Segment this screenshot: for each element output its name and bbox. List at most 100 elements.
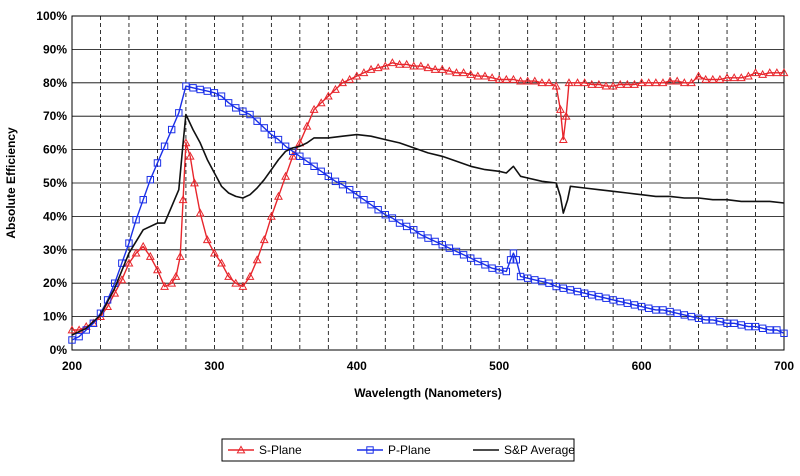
y-tick-label: 0% — [50, 343, 68, 357]
y-axis-tick-labels: 0% 10% 20% 30% 40% 50% 60% 70% 80% 90% 100% — [36, 9, 67, 357]
x-tick-label: 600 — [632, 359, 652, 373]
p-plane-point — [630, 301, 639, 309]
s-plane-point — [160, 281, 170, 290]
p-plane-point — [345, 185, 354, 194]
p-plane-point — [353, 190, 361, 199]
p-plane-point — [445, 244, 454, 252]
s-plane-point — [224, 271, 234, 280]
p-plane-point — [388, 214, 397, 222]
p-plane-point — [694, 314, 703, 322]
p-plane-point — [417, 231, 425, 239]
s-plane-point — [145, 251, 155, 260]
s-plane-point — [302, 121, 312, 130]
s-plane-point — [679, 78, 689, 87]
legend-label: S&P Average — [504, 443, 575, 457]
s-plane-point — [494, 74, 504, 83]
s-plane-point — [622, 79, 632, 88]
s-plane-point — [266, 211, 276, 220]
p-plane-point — [552, 282, 560, 291]
p-plane-point — [217, 92, 226, 100]
p-plane-point — [89, 319, 98, 327]
s-plane-point — [686, 78, 696, 87]
s-plane-point — [530, 76, 540, 85]
s-plane-point — [608, 81, 618, 90]
s-plane-point — [359, 68, 369, 77]
y-tick-label: 90% — [43, 42, 67, 56]
s-plane-point — [601, 81, 611, 90]
p-plane-point — [153, 159, 162, 167]
s-plane-point — [195, 208, 205, 217]
y-tick-label: 80% — [43, 76, 67, 90]
s-plane-point — [516, 76, 526, 85]
plot-border — [71, 15, 785, 351]
s-plane-point — [387, 58, 397, 67]
s-plane-point — [751, 68, 760, 77]
p-plane-point — [438, 241, 446, 249]
p-plane-point — [566, 286, 575, 294]
p-plane-point — [146, 175, 155, 184]
s-plane-point — [209, 248, 219, 257]
s-plane-point — [181, 138, 191, 147]
s-plane-point — [644, 78, 654, 87]
legend-label: S-Plane — [259, 443, 302, 457]
p-plane-point — [182, 82, 190, 90]
p-plane-point — [709, 316, 717, 324]
p-plane-point — [758, 324, 767, 332]
p-plane-point — [637, 302, 646, 311]
legend-label: P-Plane — [388, 443, 431, 457]
p-plane-point — [680, 311, 689, 319]
p-plane-point — [523, 274, 532, 282]
s-plane-point — [409, 61, 419, 70]
s-plane-point — [561, 111, 571, 120]
p-plane-point — [580, 289, 589, 297]
p-plane-point — [324, 172, 333, 181]
x-tick-label: 300 — [204, 359, 224, 373]
y-axis-title: Absolute Efficiency — [4, 127, 18, 239]
s-plane-point — [323, 91, 333, 100]
s-plane-point — [615, 79, 625, 88]
s-plane-point — [402, 59, 412, 68]
p-plane-point — [374, 206, 382, 214]
p-plane-point — [210, 89, 219, 97]
p-plane-point — [338, 180, 347, 189]
s-plane-point — [117, 275, 127, 284]
p-plane-point — [160, 142, 169, 150]
s-plane-point — [366, 64, 376, 73]
p-plane-point — [310, 162, 318, 171]
p-plane-point — [538, 277, 546, 286]
p-plane-point — [481, 261, 489, 269]
p-plane-point — [459, 251, 468, 259]
s-plane-point — [537, 78, 547, 87]
p-plane-point — [303, 157, 311, 165]
p-plane-point — [495, 266, 503, 274]
s-plane-point — [743, 71, 753, 80]
s-plane-point — [437, 64, 447, 73]
s-plane-point — [444, 66, 454, 75]
p-plane-point — [723, 319, 731, 327]
s-plane-point — [423, 63, 433, 72]
s-plane-point — [309, 104, 319, 113]
s-plane-point — [152, 265, 162, 274]
p-plane-point — [317, 167, 325, 176]
p-plane-point — [167, 125, 176, 134]
p-plane-point — [744, 322, 753, 331]
p-plane-point — [224, 99, 233, 107]
s-plane-point — [185, 151, 195, 160]
p-plane-point — [253, 117, 261, 125]
p-plane-point — [196, 85, 204, 94]
p-plane-point — [139, 196, 147, 204]
s-plane-point — [202, 235, 212, 244]
p-plane-point — [175, 109, 183, 117]
p-plane-point — [246, 110, 254, 119]
p-plane-point — [573, 287, 582, 296]
p-plane-point — [360, 196, 368, 204]
p-plane-point — [751, 322, 760, 331]
s-plane-line — [72, 62, 784, 331]
y-tick-label: 50% — [43, 176, 67, 190]
p-plane-point — [68, 336, 76, 344]
s-plane-point — [259, 235, 269, 244]
p-plane-point — [588, 291, 596, 299]
s-plane-point — [772, 68, 782, 77]
p-plane-point — [659, 306, 667, 314]
